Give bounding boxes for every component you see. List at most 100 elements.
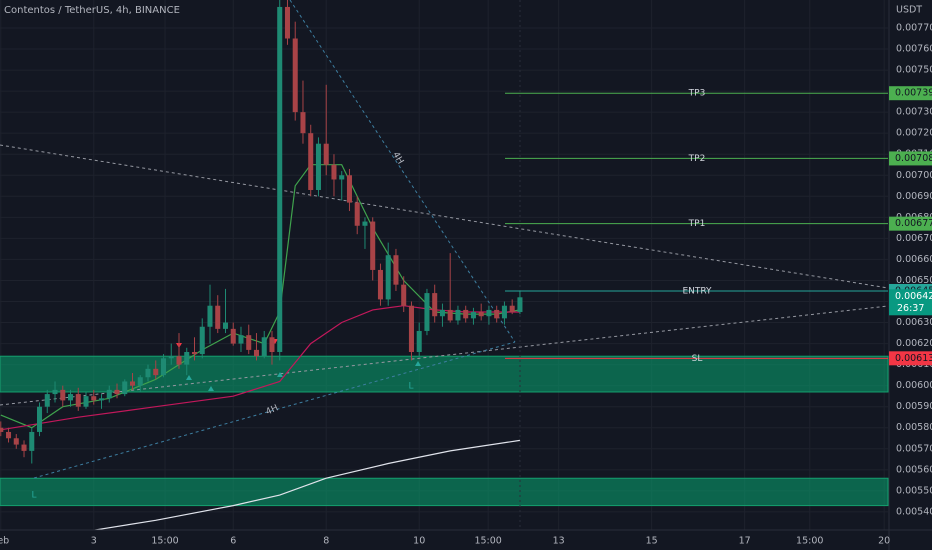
zone [0,477,889,507]
candle-body [362,221,368,226]
x-tick-label: 15:00 [796,536,823,547]
x-tick-label: 15:00 [474,536,501,547]
candle-body [354,202,360,226]
candle-body [331,164,337,180]
candle-body [13,438,19,445]
level-label: TP3 [688,89,706,99]
candle-body [153,368,159,376]
candle-body [393,255,399,285]
candle-body [83,396,89,407]
grid [0,0,888,530]
price-label: 0.00677 [895,218,932,229]
candle-body [98,398,105,401]
candle-body [21,444,27,451]
candle-body [494,309,500,319]
level-label: TP2 [688,154,706,164]
annotation: L [408,382,413,392]
candle-body [52,389,58,395]
candle-body [408,305,414,353]
candle-body [106,389,112,399]
y-tick-label: 0.00630 [896,317,932,328]
price-label: 0.00613 [895,353,932,364]
candle-body [215,305,221,329]
candle-body [168,356,174,359]
levels: TP3 TP2 TP1 ENTRY SL [505,89,888,364]
candle-body [0,427,4,432]
drawings [0,0,889,530]
candle-body [91,396,97,401]
y-tick-label: 0.00690 [896,191,932,202]
candle-body [29,431,35,451]
candle-body [160,358,167,376]
annotation: L [31,491,36,501]
candle-body [424,293,430,331]
trend-line [0,305,889,406]
candle-body [122,381,128,395]
last-price-label: 0.00642 [895,291,932,302]
candle-body [269,337,275,353]
candle-body [315,143,321,190]
axis-unit: USDT [896,5,922,16]
candle-body [377,269,383,300]
candle-body [176,356,182,365]
candle-body [486,309,492,317]
y-tick-label: 0.00570 [896,443,932,454]
candle-body [199,326,205,355]
y-tick-label: 0.00590 [896,401,932,412]
candle-body [60,389,66,401]
y-tick-label: 0.00580 [896,422,932,433]
x-tick-label: 8 [323,536,329,547]
candle-body [184,352,190,365]
trend-line [289,0,516,343]
y-tick-label: 0.00550 [896,485,932,496]
y-tick-label: 0.00660 [896,254,932,265]
level-label: ENTRY [682,286,712,296]
price-label-box [889,86,932,101]
y-tick-label: 0.00600 [896,380,932,391]
candle-body [401,284,407,306]
x-tick-label: 20 [878,536,890,547]
y-tick-label: 0.00750 [896,65,932,76]
indicator-line [89,439,520,532]
x-tick-label: 17 [739,536,751,547]
annotation: 4H [264,403,280,417]
candle-body [370,221,376,270]
x-tick-label: 15 [646,536,658,547]
candle-body [261,337,267,357]
candle-body [509,305,515,313]
x-tick-label: 3 [91,536,97,547]
candle-body [385,255,391,300]
countdown: 26:37 [897,303,924,314]
last-price-box [889,289,932,316]
candle-body [517,297,523,313]
price-label-box [889,216,932,231]
level-label: TP1 [688,219,706,229]
candle-body [222,322,229,329]
x-tick-label: 10 [413,536,425,547]
y-tick-label: 0.00540 [896,506,932,517]
candle-body [230,328,236,344]
candle-body [37,406,43,432]
candle-body [191,352,198,355]
candle-body [432,293,438,317]
candle-body [470,312,476,319]
trend-line [33,341,516,479]
candle-body [323,143,329,165]
level-label: SL [692,354,703,364]
candle-body [463,309,469,319]
candle-body [246,335,252,350]
y-tick-label: 0.00760 [896,44,932,55]
price-label-box [889,151,932,166]
candle-body [339,175,345,180]
candle-body [137,377,143,386]
candle-body [346,175,352,203]
y-tick-label: 0.00560 [896,464,932,475]
candle-body [447,309,453,321]
candle-body [501,305,507,319]
candle-body [277,6,283,353]
candle-body [145,368,151,378]
y-tick-label: 0.00700 [896,170,932,181]
candle-body [207,305,213,327]
price-label-box [889,351,932,366]
